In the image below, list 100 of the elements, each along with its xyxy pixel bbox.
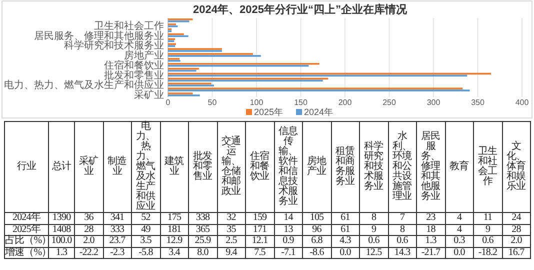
text: 96 bbox=[302, 224, 331, 236]
text: 12.5 bbox=[360, 246, 388, 258]
text: 61 bbox=[331, 224, 360, 236]
text: -2.3 bbox=[103, 246, 132, 258]
legend-label: 2025年 bbox=[254, 107, 284, 117]
text: 341 bbox=[103, 212, 132, 224]
text: 增速（%） bbox=[4, 246, 52, 258]
x-tick-label: 200 bbox=[338, 98, 352, 107]
text: 科学研究和技术服务业 bbox=[360, 122, 388, 212]
text: 14.3 bbox=[388, 246, 416, 258]
text: 建筑业 bbox=[160, 122, 188, 212]
y-tick-label: 采矿业 bbox=[134, 89, 164, 102]
text: 6.8 bbox=[302, 235, 331, 247]
text: 居民服务、修理和其他服务业 bbox=[416, 122, 445, 212]
text: 教育 bbox=[445, 122, 474, 212]
text: 1.3 bbox=[56, 246, 68, 258]
x-tick-label: 300 bbox=[426, 98, 441, 107]
text: 0.6 bbox=[388, 235, 416, 247]
text: 61 bbox=[331, 212, 360, 224]
text: -8.6 bbox=[302, 246, 331, 258]
text: 175 bbox=[160, 212, 188, 224]
text: 0.3 bbox=[445, 235, 474, 247]
text: 0.0 bbox=[331, 246, 360, 258]
text: 14 bbox=[274, 212, 302, 224]
text: -21.7 bbox=[416, 246, 445, 258]
text: 1.3 bbox=[416, 235, 445, 247]
text: 住宿和餐饮业 bbox=[246, 122, 274, 212]
text: 1408 bbox=[48, 224, 74, 236]
text: 3.5 bbox=[132, 235, 160, 247]
text: 3.4 bbox=[160, 246, 188, 258]
text: 总计 bbox=[48, 122, 74, 212]
text: -22.2 bbox=[74, 246, 103, 258]
text: 交通运输、仓储和邮政业 bbox=[217, 122, 246, 212]
text: 23.7 bbox=[103, 235, 132, 247]
text: 9 bbox=[360, 224, 388, 236]
legend-label: 2024年 bbox=[304, 107, 334, 117]
text: 卫生和社会工作 bbox=[474, 122, 502, 212]
text: 12.9 bbox=[160, 235, 188, 247]
text: 房地产业 bbox=[302, 122, 331, 212]
text: 35 bbox=[217, 224, 246, 236]
x-tick-label: 250 bbox=[382, 98, 396, 107]
text: 制造业 bbox=[103, 122, 132, 212]
text: 2.0 bbox=[74, 235, 103, 247]
text: 25.9 bbox=[188, 235, 217, 247]
text: -5.8 bbox=[132, 246, 160, 258]
text: 52 bbox=[132, 212, 160, 224]
text: 159 bbox=[246, 212, 274, 224]
text: -18.2 bbox=[474, 246, 502, 258]
text: 8.0 bbox=[188, 246, 217, 258]
text: 24 bbox=[502, 212, 530, 224]
text: 0.9 bbox=[274, 235, 302, 247]
text: 16.7 bbox=[502, 246, 530, 258]
chart-title: 2024年、2025年分行业“四上”企业在库情况 bbox=[193, 3, 408, 16]
text: 181 bbox=[160, 224, 188, 236]
text: 占比（%） bbox=[4, 235, 52, 247]
text: 2.0 bbox=[502, 235, 530, 247]
y-tick-label: 卫生和社会工作 bbox=[94, 20, 164, 32]
text: 8 bbox=[360, 212, 388, 224]
x-tick-label: 350 bbox=[471, 98, 485, 107]
text: 4 bbox=[445, 212, 474, 224]
text: 171 bbox=[246, 224, 274, 236]
text: 1390 bbox=[48, 212, 74, 224]
text: 水利、环境和公共设施管理业 bbox=[388, 122, 416, 212]
text: 2025年 bbox=[12, 224, 40, 234]
text: 13 bbox=[274, 224, 302, 236]
x-tick-label: 0 bbox=[166, 98, 171, 107]
text: 18 bbox=[416, 224, 445, 236]
text: 4.3 bbox=[331, 235, 360, 247]
text: 信息传输、软件和信息技术服务业 bbox=[274, 122, 302, 212]
text: 8 bbox=[388, 224, 416, 236]
text: 7.5 bbox=[246, 246, 274, 258]
text: 4 bbox=[445, 224, 474, 236]
text: 12.1 bbox=[246, 235, 274, 247]
x-tick-label: 400 bbox=[515, 98, 530, 107]
text: 文化、体育和娱乐业 bbox=[502, 122, 530, 212]
text: 7 bbox=[388, 212, 416, 224]
text: -7.1 bbox=[274, 246, 302, 258]
text: 9.4 bbox=[217, 246, 246, 258]
text: 49 bbox=[132, 224, 160, 236]
text: 333 bbox=[103, 224, 132, 236]
text: 36 bbox=[74, 212, 103, 224]
text: 28 bbox=[502, 224, 530, 236]
text: 100.0 bbox=[48, 235, 74, 247]
text: 23 bbox=[416, 212, 445, 224]
x-tick-label: 150 bbox=[294, 98, 308, 107]
text: 0.0 bbox=[445, 246, 474, 258]
text: 32 bbox=[217, 212, 246, 224]
text: 2024年 bbox=[12, 212, 40, 223]
text: 338 bbox=[188, 212, 217, 224]
text: 行业 bbox=[4, 122, 48, 212]
text: 0.6 bbox=[474, 235, 502, 247]
text: 365 bbox=[188, 224, 217, 236]
text: 105 bbox=[302, 212, 331, 224]
y-tick-label: 住宿和餐饮业 bbox=[104, 59, 164, 72]
text: 11 bbox=[474, 212, 502, 224]
x-tick-label: 100 bbox=[250, 98, 264, 107]
text: 9 bbox=[474, 224, 502, 236]
text: 28 bbox=[74, 224, 103, 236]
text: 0.6 bbox=[360, 235, 388, 247]
x-tick-label: 50 bbox=[208, 98, 218, 107]
